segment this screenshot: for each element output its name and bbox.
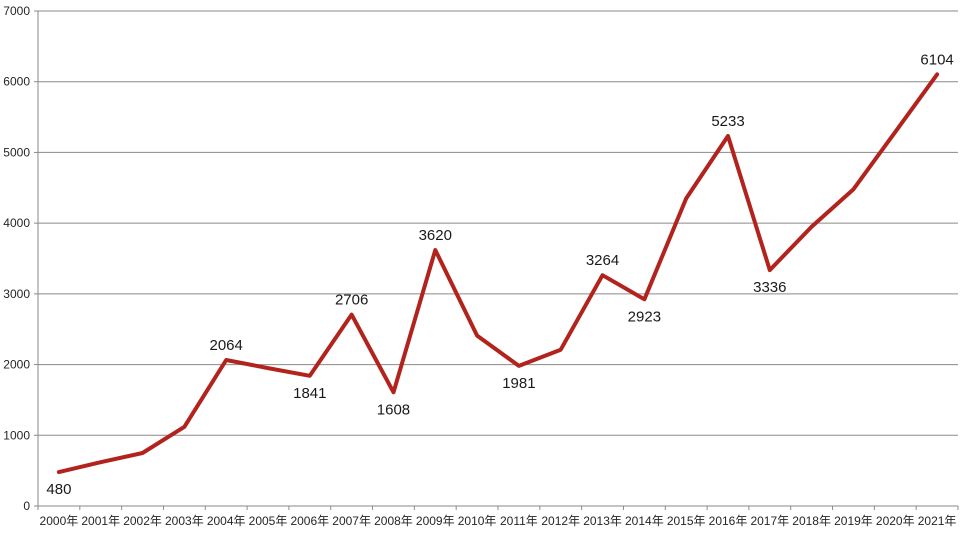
data-point-label: 3620 bbox=[419, 227, 452, 244]
x-axis-tick-label: 2020年 bbox=[876, 514, 915, 528]
data-point-label: 1841 bbox=[293, 385, 326, 402]
x-axis-tick-label: 2021年 bbox=[918, 514, 957, 528]
y-axis-tick-label: 5000 bbox=[3, 145, 30, 159]
x-axis-tick-label: 2015年 bbox=[667, 514, 706, 528]
x-axis-tick-label: 2002年 bbox=[123, 514, 162, 528]
data-point-label: 1981 bbox=[502, 375, 535, 392]
x-axis-tick-label: 2004年 bbox=[207, 514, 246, 528]
x-axis-tick-label: 2019年 bbox=[834, 514, 873, 528]
x-axis-tick-label: 2013年 bbox=[583, 514, 622, 528]
x-axis-tick-label: 2014年 bbox=[625, 514, 664, 528]
y-axis-tick-label: 4000 bbox=[3, 216, 30, 230]
data-point-label: 2064 bbox=[209, 337, 242, 354]
data-point-label: 1608 bbox=[377, 401, 410, 418]
y-axis-tick-label: 1000 bbox=[3, 428, 30, 442]
data-point-label: 5233 bbox=[711, 113, 744, 130]
data-point-label: 6104 bbox=[920, 51, 953, 68]
x-axis-tick-label: 2008年 bbox=[374, 514, 413, 528]
x-axis-tick-label: 2009年 bbox=[416, 514, 455, 528]
data-point-label: 3336 bbox=[753, 279, 786, 296]
x-axis-tick-label: 2001年 bbox=[81, 514, 120, 528]
x-axis-tick-label: 2006年 bbox=[290, 514, 329, 528]
x-axis-tick-label: 2003年 bbox=[165, 514, 204, 528]
trend-line bbox=[56, 72, 940, 475]
x-axis-tick-label: 2000年 bbox=[40, 514, 79, 528]
x-axis-tick-label: 2005年 bbox=[249, 514, 288, 528]
data-point-label: 2923 bbox=[628, 308, 661, 325]
data-point-label: 480 bbox=[46, 481, 71, 498]
y-axis-tick-label: 2000 bbox=[3, 358, 30, 372]
x-axis-tick-label: 2017年 bbox=[750, 514, 789, 528]
x-axis-tick-label: 2018年 bbox=[792, 514, 831, 528]
x-axis-tick-label: 2007年 bbox=[332, 514, 371, 528]
x-axis-tick-label: 2011年 bbox=[500, 514, 538, 528]
data-point-label: 2706 bbox=[335, 292, 368, 309]
y-axis-tick-label: 7000 bbox=[3, 4, 30, 18]
data-point-label: 3264 bbox=[586, 252, 619, 269]
x-axis-tick-label: 2010年 bbox=[458, 514, 497, 528]
y-axis-tick-label: 6000 bbox=[3, 75, 30, 89]
y-axis-tick-label: 0 bbox=[23, 499, 30, 513]
x-axis-tick-label: 2012年 bbox=[541, 514, 580, 528]
x-axis-tick-label: 2016年 bbox=[709, 514, 748, 528]
y-axis-tick-label: 3000 bbox=[3, 287, 30, 301]
